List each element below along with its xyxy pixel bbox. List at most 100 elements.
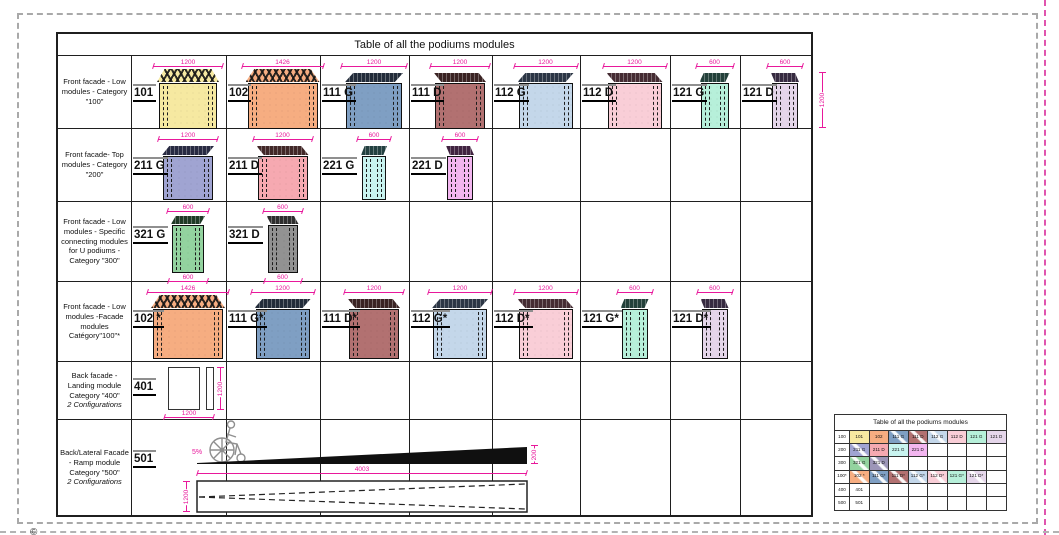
module-rect (435, 83, 485, 129)
legend-cell (967, 444, 987, 458)
dimension-label: 1200 (181, 409, 197, 417)
module-cell: 221 G 600 (321, 129, 410, 202)
dimension-horizontal: 4003 (196, 466, 528, 477)
dimension-label: 600 (182, 273, 194, 281)
module-code: 211 G (133, 157, 168, 176)
module-dashed-line (292, 228, 294, 270)
legend-cell: 121 G (967, 431, 987, 445)
dimension-horizontal: 600 (766, 58, 804, 70)
legend-cell (967, 457, 987, 471)
module-cell (671, 362, 741, 420)
module-dashed-line (526, 86, 528, 126)
module-drawing: 1200 (152, 59, 224, 129)
module-dashed-line (480, 86, 481, 126)
dimension-label: 600 (779, 58, 791, 66)
module-dashed-line (214, 312, 215, 356)
dimension-horizontal: 1200 (343, 285, 405, 296)
dimension-label: 600 (709, 284, 720, 292)
module-dashed-line (312, 86, 314, 126)
module-dashed-line (167, 86, 168, 126)
module-dashed-line (393, 86, 394, 126)
module-dashed-line (261, 159, 263, 197)
module-dashed-line (567, 86, 569, 126)
module-drawing: 1426 (146, 284, 230, 359)
module-cell: 101 1200 (132, 56, 227, 129)
module-dashed-line (167, 159, 168, 197)
module-drawing: 600 (694, 59, 735, 129)
module-cell (671, 129, 741, 202)
module-code: 121 G* (582, 310, 622, 329)
module-dashed-line (180, 228, 181, 270)
legend-cell: 211 G (850, 444, 870, 458)
module-drawing: 600 (766, 58, 804, 129)
modules-grid: Front facade - Low modules - Category "1… (58, 56, 811, 515)
module-dashed-line (212, 86, 213, 126)
legend-cell (967, 496, 987, 511)
legend-row-label: 300 (835, 457, 850, 471)
legend-cell: 111 D* (889, 470, 909, 484)
dimension-label: 1200 (180, 131, 196, 139)
dimension-horizontal: 600 (441, 132, 479, 143)
legend-cell: 121 D (986, 431, 1006, 445)
module-code: 121 G (672, 84, 708, 103)
dimension-horizontal: 600 (695, 284, 734, 296)
dimension-label: 600 (277, 203, 288, 211)
module-dashed-line (265, 159, 267, 197)
module-dashed-line (157, 312, 158, 356)
module-dashed-line (308, 86, 310, 126)
module-dashed-line (195, 228, 196, 270)
module-rect (362, 156, 386, 200)
module-dashed-line (199, 228, 200, 270)
module-cell (493, 362, 581, 420)
module-drawing: 1200 (157, 131, 219, 200)
module-rect (433, 309, 487, 359)
legend-cell: 321 D (869, 457, 889, 471)
ramp-side-and-plan-view (196, 420, 528, 513)
dimension-label: 1200 (818, 91, 826, 109)
module-cell (581, 202, 671, 282)
module-code: 112 G (494, 84, 529, 103)
legend-cell: 102 * (850, 470, 870, 484)
module-cell (410, 362, 493, 420)
module-cell (321, 362, 410, 420)
module-rect (700, 83, 729, 129)
module-dashed-line (302, 159, 304, 197)
legend-cell: 111 D (908, 431, 928, 445)
dimension-label: 1200 (366, 58, 382, 66)
module-cell: 112 G 1200 (493, 56, 581, 129)
module-cell (227, 362, 321, 420)
module-dashed-line (522, 86, 524, 126)
module-drawing: 600 (441, 132, 479, 200)
module-dashed-line (350, 86, 351, 126)
module-cell (581, 362, 671, 420)
dimension-label: 1426 (180, 284, 196, 292)
dimension-horizontal: 1200 (512, 285, 579, 296)
module-cell: 102 * 1426 (132, 282, 230, 362)
module-code: 102 (228, 84, 252, 103)
sheet-dashed-border (17, 13, 1038, 524)
legend-cell: 112 D (947, 431, 967, 445)
legend-cell: 221 D (908, 444, 928, 458)
legend-cell: 501 (850, 496, 870, 511)
legend-row-label: 500 (835, 496, 850, 511)
category-label: Back facade - Landing module Category "4… (67, 371, 122, 400)
category-label: Front facade - Low modules - Specific co… (61, 217, 128, 266)
legend-cell: 121 D* (967, 470, 987, 484)
module-cell: 111 G 1200 (321, 56, 410, 129)
module-dashed-line (366, 159, 367, 197)
legend-cell (928, 483, 948, 497)
table-title: Table of all the podiums modules (58, 34, 811, 56)
module-dashed-line (437, 312, 438, 356)
module-dashed-line (443, 86, 444, 126)
dimension-horizontal: 1200 (152, 59, 224, 70)
legend-cell: 112 D* (928, 470, 948, 484)
dimension-label: 1200 (182, 488, 190, 505)
module-dashed-line (789, 86, 790, 126)
module-dashed-line (163, 86, 164, 126)
module-dashed-line (370, 159, 371, 197)
dimension-horizontal: 1200 (340, 58, 408, 70)
row1-height-dimension: 1200 (818, 72, 827, 128)
module-code: 111 D (411, 84, 445, 103)
module-dashed-line (719, 86, 721, 126)
